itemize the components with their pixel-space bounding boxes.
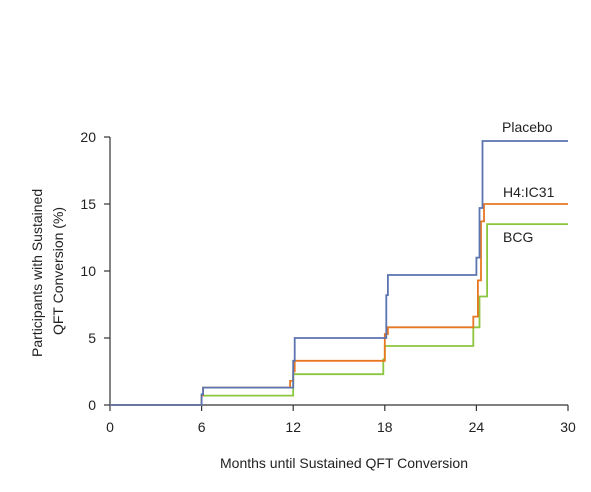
- x-tick-label: 30: [560, 419, 576, 435]
- x-ticks: 0 6 12 18 24 30: [106, 405, 576, 435]
- y-ticks: 0 5 10 15 20: [80, 129, 110, 413]
- y-tick-label: 0: [88, 397, 96, 413]
- y-axis-title-line-2: QFT Conversion (%): [50, 207, 66, 335]
- x-tick-label: 24: [469, 419, 485, 435]
- series-line-bcg: [110, 223, 568, 406]
- series-layer: [110, 140, 568, 406]
- x-tick-label: 6: [198, 419, 206, 435]
- y-tick-label: 20: [80, 129, 96, 145]
- y-tick-label: 15: [80, 196, 96, 212]
- x-tick-label: 12: [285, 419, 301, 435]
- series-label-placebo: Placebo: [502, 119, 553, 135]
- series-label-bcg: BCG: [503, 229, 533, 245]
- y-tick-label: 5: [88, 330, 96, 346]
- series-label-h4-ic31: H4:IC31: [503, 184, 555, 200]
- x-axis-title: Months until Sustained QFT Conversion: [220, 455, 468, 471]
- axes: 0 5 10 15 20 0 6 12 18 24 30: [80, 129, 576, 435]
- series-labels: Placebo H4:IC31 BCG: [502, 119, 555, 245]
- y-axis-title: Participants with Sustained QFT Conversi…: [29, 185, 66, 357]
- y-axis-title-line-1: Participants with Sustained: [29, 189, 45, 357]
- x-tick-label: 18: [377, 419, 393, 435]
- series-line-placebo: [110, 140, 568, 406]
- x-tick-label: 0: [106, 419, 114, 435]
- y-tick-label: 10: [80, 263, 96, 279]
